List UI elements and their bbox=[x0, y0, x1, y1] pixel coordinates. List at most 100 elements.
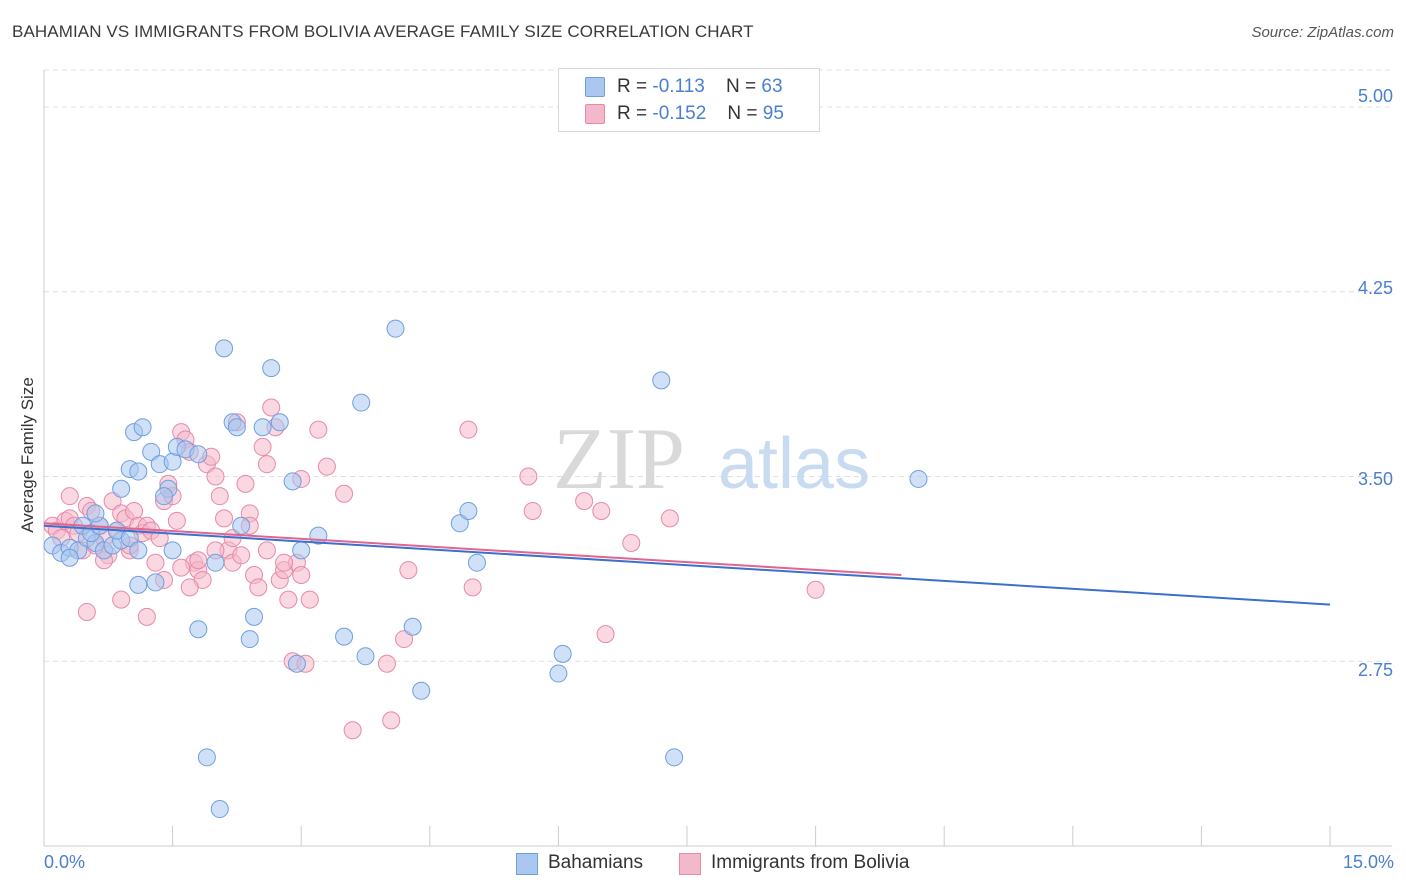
point-bolivia bbox=[137, 607, 156, 626]
legend-r-value: -0.152 bbox=[652, 103, 707, 124]
point-bolivia bbox=[335, 484, 354, 503]
point-bahamians bbox=[155, 487, 174, 506]
point-bahamians bbox=[240, 630, 259, 649]
point-bolivia bbox=[172, 558, 191, 577]
point-bahamians bbox=[270, 413, 289, 432]
point-bolivia bbox=[232, 546, 251, 565]
y-tick-5.00: 5.00 bbox=[1357, 86, 1393, 106]
legend-n-value: 95 bbox=[762, 103, 784, 124]
point-bahamians bbox=[189, 620, 208, 639]
y-tick-2.75: 2.75 bbox=[1357, 660, 1393, 680]
legend-r-label: R = bbox=[617, 103, 648, 124]
bahamians-legend-label: Bahamians bbox=[548, 852, 644, 873]
point-bahamians bbox=[129, 462, 148, 481]
point-bolivia bbox=[215, 509, 234, 528]
point-bahamians bbox=[146, 573, 165, 592]
point-bahamians bbox=[232, 516, 251, 535]
point-bahamians bbox=[292, 541, 311, 560]
point-bolivia bbox=[343, 721, 362, 740]
x-axis-min-label: 0.0% bbox=[44, 852, 86, 872]
point-bahamians bbox=[210, 800, 229, 819]
point-bahamians bbox=[60, 548, 79, 567]
point-bolivia bbox=[210, 487, 229, 506]
point-bahamians bbox=[283, 472, 302, 491]
point-bolivia bbox=[189, 551, 208, 570]
legend-swatch-blue bbox=[585, 77, 605, 97]
point-bahamians bbox=[86, 504, 105, 523]
point-bahamians bbox=[227, 418, 246, 437]
watermark: ZIP atlas bbox=[553, 411, 870, 508]
point-bolivia bbox=[167, 511, 186, 530]
series-bolivia-points bbox=[43, 398, 825, 740]
point-bahamians bbox=[553, 644, 572, 663]
point-bahamians bbox=[120, 529, 139, 548]
legend-n-value: 63 bbox=[761, 76, 783, 97]
legend-n-label: N = bbox=[725, 76, 757, 97]
point-bahamians bbox=[403, 617, 422, 636]
point-bahamians bbox=[356, 647, 375, 666]
point-bahamians bbox=[386, 319, 405, 338]
point-bolivia bbox=[257, 455, 276, 474]
point-bahamians bbox=[287, 654, 306, 673]
point-bolivia bbox=[262, 398, 281, 417]
point-bahamians bbox=[142, 442, 161, 461]
point-bolivia bbox=[236, 474, 255, 493]
trend-line-bolivia bbox=[43, 522, 902, 577]
bolivia-swatch bbox=[679, 853, 701, 875]
point-bahamians bbox=[163, 541, 182, 560]
trend-lines bbox=[43, 522, 1331, 606]
point-bolivia bbox=[660, 509, 679, 528]
point-bolivia bbox=[146, 553, 165, 572]
point-bahamians bbox=[459, 501, 478, 520]
watermark-zip: ZIP bbox=[553, 411, 685, 508]
y-tick-3.50: 3.50 bbox=[1357, 469, 1393, 489]
point-bolivia bbox=[77, 602, 96, 621]
point-bolivia bbox=[382, 711, 401, 730]
correlation-legend: R = -0.113 N = 63 R = -0.152 N = 95 bbox=[558, 68, 820, 132]
point-bolivia bbox=[622, 533, 641, 552]
point-bolivia bbox=[253, 437, 272, 456]
point-bolivia bbox=[60, 487, 79, 506]
point-bahamians bbox=[262, 359, 281, 378]
point-bahamians bbox=[206, 553, 225, 572]
point-bahamians bbox=[450, 514, 469, 533]
point-bolivia bbox=[523, 501, 542, 520]
point-bolivia bbox=[377, 654, 396, 673]
point-bolivia bbox=[806, 580, 825, 599]
point-bahamians bbox=[189, 445, 208, 464]
source-label: Source: ZipAtlas.com bbox=[1251, 24, 1394, 41]
point-bolivia bbox=[596, 625, 615, 644]
bolivia-legend-label: Immigrants from Bolivia bbox=[711, 852, 910, 873]
y-tick-4.25: 4.25 bbox=[1357, 278, 1393, 298]
point-bahamians bbox=[129, 541, 148, 560]
legend-r-label: R = bbox=[617, 76, 648, 97]
point-bolivia bbox=[279, 590, 298, 609]
point-bolivia bbox=[399, 561, 418, 580]
point-bahamians bbox=[129, 575, 148, 594]
trend-line-bahamians bbox=[43, 524, 1331, 606]
point-bahamians bbox=[112, 479, 131, 498]
watermark-atlas: atlas bbox=[718, 424, 870, 504]
point-bolivia bbox=[103, 492, 122, 511]
point-bolivia bbox=[395, 630, 414, 649]
point-bahamians bbox=[245, 607, 264, 626]
point-bahamians bbox=[253, 418, 272, 437]
bahamians-swatch bbox=[516, 853, 538, 875]
legend-r-value: -0.113 bbox=[652, 76, 705, 97]
point-bolivia bbox=[112, 590, 131, 609]
point-bahamians bbox=[467, 553, 486, 572]
point-bolivia bbox=[300, 590, 319, 609]
point-bahamians bbox=[652, 371, 671, 390]
point-bahamians bbox=[335, 627, 354, 646]
point-bolivia bbox=[206, 467, 225, 486]
point-bahamians bbox=[549, 664, 568, 683]
point-bolivia bbox=[180, 578, 199, 597]
legend-swatch-pink bbox=[585, 104, 605, 124]
point-bolivia bbox=[459, 420, 478, 439]
point-bolivia bbox=[292, 566, 311, 585]
point-bahamians bbox=[133, 418, 152, 437]
point-bolivia bbox=[249, 578, 268, 597]
point-bahamians bbox=[909, 469, 928, 488]
axes bbox=[43, 70, 1392, 847]
